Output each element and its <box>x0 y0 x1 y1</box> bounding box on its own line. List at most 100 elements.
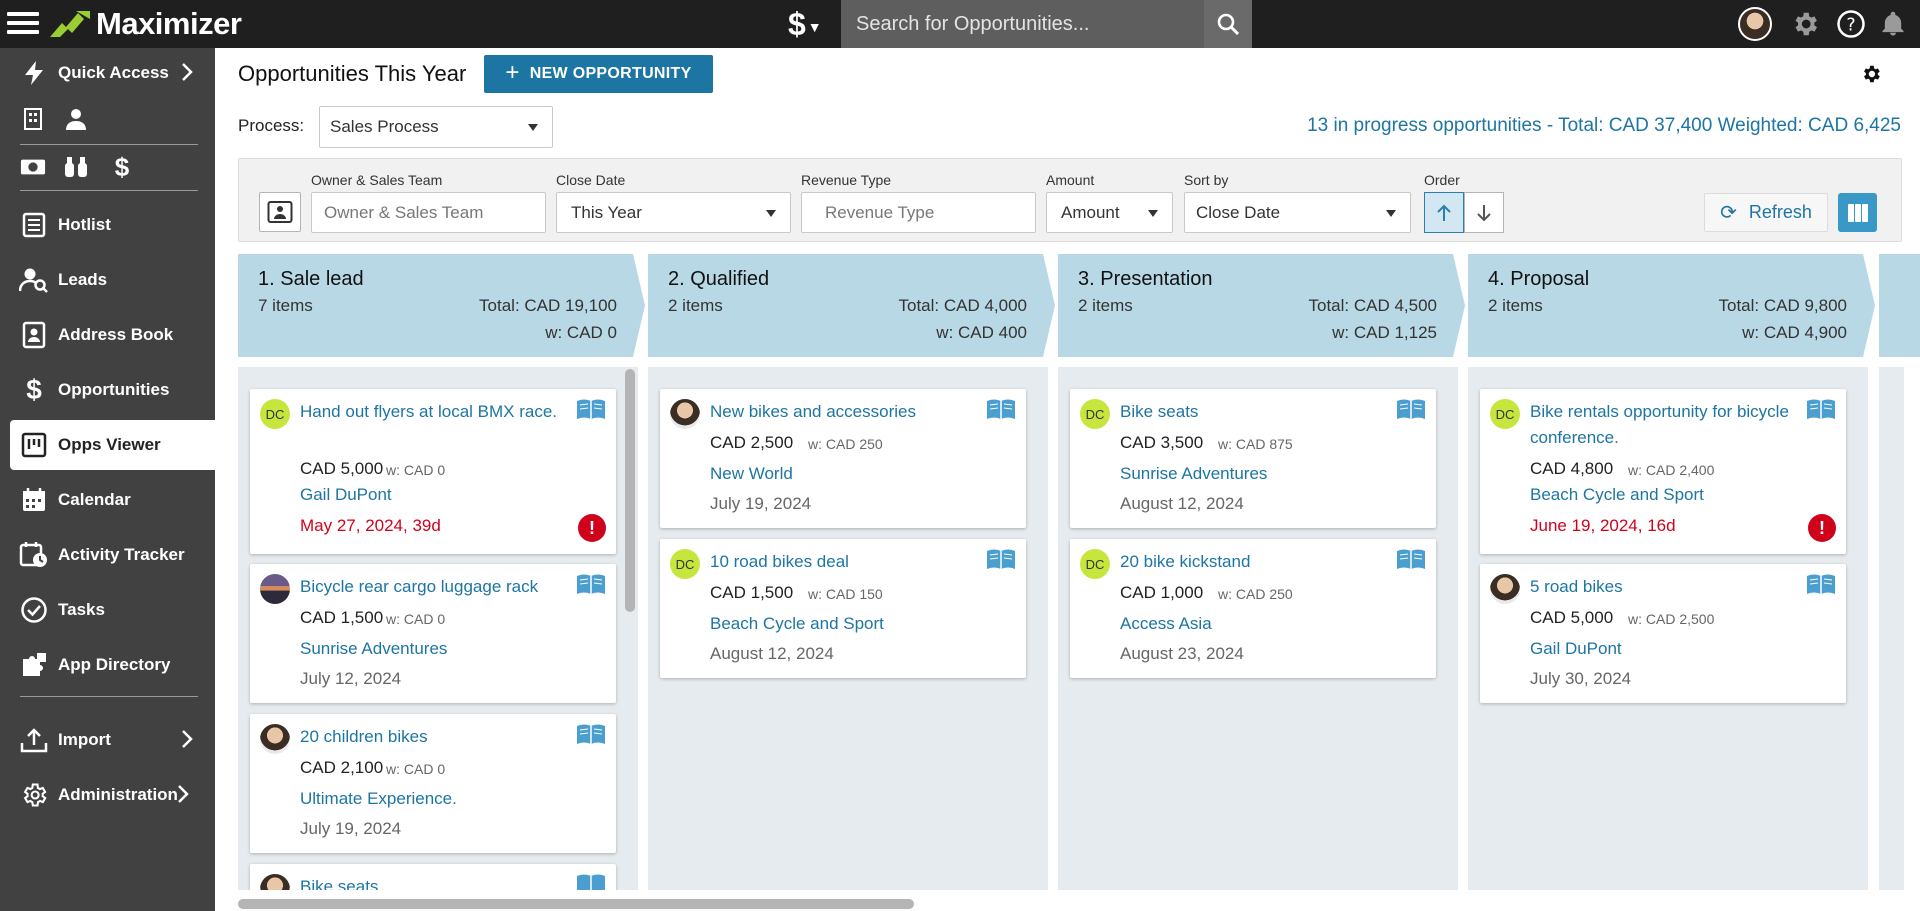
book-icon[interactable] <box>575 572 607 596</box>
book-icon[interactable] <box>575 872 607 890</box>
opportunity-company[interactable]: Gail DuPont <box>300 485 392 504</box>
board-horizontal-scrollbar[interactable] <box>238 899 914 909</box>
opportunity-company[interactable]: Access Asia <box>1120 614 1212 633</box>
search-icon <box>1217 13 1240 36</box>
notifications-button[interactable] <box>1876 7 1910 41</box>
opportunity-title[interactable]: 20 children bikes <box>300 727 428 746</box>
stage-weighted: w: CAD 1,125 <box>1332 323 1437 342</box>
owner-avatar: DC <box>260 399 290 429</box>
sidebar-item-opportunities[interactable]: $ Opportunities <box>0 365 215 415</box>
help-button[interactable]: ? <box>1834 7 1868 41</box>
owner-avatar: DC <box>1080 549 1110 579</box>
dollar-icon: $ <box>26 374 42 405</box>
sidebar-item-leads[interactable]: Leads <box>0 255 215 305</box>
sidebar-item-app-directory[interactable]: App Directory <box>0 640 215 690</box>
sidebar-item-administration[interactable]: Administration <box>0 770 215 820</box>
opportunity-title[interactable]: Bike rentals opportunity for bicycle con… <box>1530 402 1789 447</box>
sidebar-item-activity-tracker[interactable]: Activity Tracker <box>0 530 215 580</box>
opportunity-card[interactable]: 5 road bikes CAD 5,000 w: CAD 2,500 Gail… <box>1480 564 1846 703</box>
opportunity-title[interactable]: 10 road bikes deal <box>710 552 849 571</box>
chevron-right-icon <box>181 729 193 754</box>
sidebar-item-opps-viewer[interactable]: Opps Viewer <box>10 420 215 470</box>
book-icon[interactable] <box>985 547 1017 571</box>
sidebar-item-label: Opps Viewer <box>58 435 161 454</box>
new-opportunity-button[interactable]: + NEW OPPORTUNITY <box>484 55 713 93</box>
entity-type-dropdown[interactable]: $ ▼ <box>788 6 822 42</box>
user-avatar[interactable] <box>1738 7 1772 41</box>
person-icon[interactable] <box>63 106 89 132</box>
owner-avatar <box>260 724 290 754</box>
menu-icon[interactable] <box>7 9 39 39</box>
opportunity-title[interactable]: 20 bike kickstand <box>1120 552 1251 571</box>
opportunity-title[interactable]: Hand out flyers at local BMX race. <box>300 402 558 421</box>
sidebar-item-label: Administration <box>58 785 178 804</box>
sort-by-select[interactable]: Close Date <box>1184 192 1411 233</box>
chevron-right-icon <box>177 784 189 809</box>
gear-icon <box>19 780 49 810</box>
sidebar-item-address-book[interactable]: Address Book <box>0 310 215 360</box>
book-icon[interactable] <box>985 397 1017 421</box>
column-scrollbar[interactable] <box>625 369 635 612</box>
owner-input[interactable] <box>311 192 546 233</box>
sidebar-item-label: App Directory <box>58 655 171 674</box>
caret-down-icon <box>766 210 776 217</box>
book-icon[interactable] <box>575 722 607 746</box>
book-icon[interactable] <box>1805 572 1837 596</box>
opportunity-card[interactable]: New bikes and accessories CAD 2,500 w: C… <box>660 389 1026 528</box>
opportunity-title[interactable]: Bicycle rear cargo luggage rack <box>300 577 539 596</box>
opportunity-title[interactable]: 5 road bikes <box>1530 577 1623 596</box>
process-select[interactable]: Sales Process <box>319 106 553 148</box>
opportunity-company[interactable]: Gail DuPont <box>1530 639 1622 658</box>
opportunity-title[interactable]: Bike seats <box>1120 402 1199 421</box>
settings-button[interactable] <box>1788 7 1822 41</box>
stage-weighted: w: CAD 4,900 <box>1742 323 1847 342</box>
book-icon[interactable] <box>1805 397 1837 421</box>
opportunity-card[interactable]: DC Bike seats CAD 3,500 w: CAD 875 Sunri… <box>1070 389 1436 528</box>
cash-icon[interactable] <box>20 154 46 180</box>
book-icon[interactable] <box>575 397 607 421</box>
sidebar-item-label: Tasks <box>58 600 105 619</box>
search-input[interactable] <box>841 0 1204 48</box>
sidebar-item-hotlist[interactable]: Hotlist <box>0 200 215 250</box>
book-icon[interactable] <box>1395 397 1427 421</box>
stage-weighted: w: CAD 0 <box>545 323 617 342</box>
opportunity-card[interactable]: Bike seats <box>250 864 616 890</box>
binoculars-icon[interactable] <box>63 154 89 180</box>
dollar-icon[interactable]: $ <box>114 151 130 182</box>
sidebar-item-label: Quick Access <box>58 63 169 82</box>
opportunity-title[interactable]: New bikes and accessories <box>710 402 916 421</box>
search-button[interactable] <box>1204 0 1252 48</box>
opportunity-card[interactable]: DC 10 road bikes deal CAD 1,500 w: CAD 1… <box>660 539 1026 678</box>
opportunity-card[interactable]: 20 children bikes CAD 2,100 w: CAD 0 Ult… <box>250 714 616 853</box>
revenue-type-input[interactable] <box>801 192 1036 233</box>
stage-header-next <box>1879 254 1920 357</box>
opportunity-company[interactable]: Beach Cycle and Sport <box>1530 485 1704 504</box>
opportunity-company[interactable]: Ultimate Experience. <box>300 789 457 808</box>
opportunity-card[interactable]: DC Hand out flyers at local BMX race. CA… <box>250 389 616 554</box>
close-date-select[interactable]: This Year <box>556 192 791 233</box>
opportunity-company[interactable]: New World <box>710 464 793 483</box>
sidebar-item-tasks[interactable]: Tasks <box>0 585 215 635</box>
sidebar-item-quick-access[interactable]: Quick Access <box>0 48 215 98</box>
contact-filter-button[interactable] <box>259 192 301 232</box>
opportunity-company[interactable]: Sunrise Adventures <box>300 639 448 658</box>
refresh-button[interactable]: ⟳ Refresh <box>1704 193 1828 232</box>
sidebar-item-import[interactable]: Import <box>0 715 215 765</box>
opportunity-title[interactable]: Bike seats <box>300 877 379 890</box>
order-descending-button[interactable] <box>1464 192 1504 233</box>
book-icon[interactable] <box>1395 547 1427 571</box>
amount-select[interactable]: Amount <box>1046 192 1173 233</box>
view-settings-button[interactable] <box>1860 63 1882 85</box>
sidebar-item-calendar[interactable]: Calendar <box>0 475 215 525</box>
opportunity-card[interactable]: DC Bike rentals opportunity for bicycle … <box>1480 389 1846 554</box>
opportunity-company[interactable]: Sunrise Adventures <box>1120 464 1268 483</box>
opportunity-company[interactable]: Beach Cycle and Sport <box>710 614 884 633</box>
columns-view-button[interactable] <box>1838 193 1877 232</box>
app-logo[interactable]: Maximizer <box>48 4 242 44</box>
opportunity-card[interactable]: Bicycle rear cargo luggage rack CAD 1,50… <box>250 564 616 703</box>
sidebar: Quick Access $ Hotlist Leads Address Boo… <box>0 48 215 911</box>
opportunity-card[interactable]: DC 20 bike kickstand CAD 1,000 w: CAD 25… <box>1070 539 1436 678</box>
order-ascending-button[interactable] <box>1424 192 1464 233</box>
building-icon[interactable] <box>20 106 46 132</box>
contact-card-icon <box>19 320 49 350</box>
